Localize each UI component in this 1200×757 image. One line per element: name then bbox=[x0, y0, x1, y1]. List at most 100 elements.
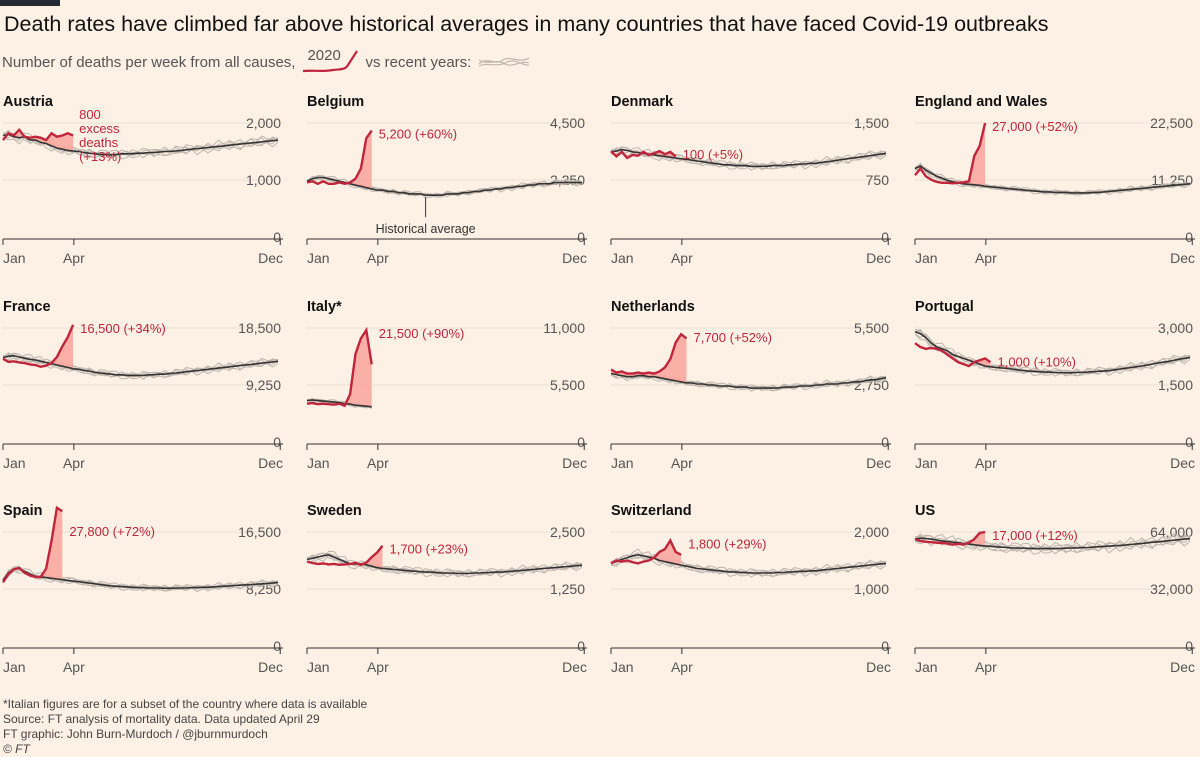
x-tick-label: Jan bbox=[3, 455, 26, 471]
x-tick-label: Dec bbox=[562, 659, 587, 675]
copyright-note: © FT bbox=[3, 742, 30, 756]
subtitle-2020-key: 2020 bbox=[301, 47, 359, 76]
panel-title: Austria bbox=[3, 94, 54, 110]
y-tick-label: 4,500 bbox=[550, 115, 585, 131]
x-tick-label: Jan bbox=[611, 455, 634, 471]
panel-us: US 64,000 32,000 0 Jan Apr Dec 17,000 (+12%) bbox=[914, 503, 1195, 675]
panel-title: Portugal bbox=[915, 299, 974, 315]
excess-annotation: 17,000 (+12%) bbox=[992, 528, 1078, 543]
historical-average-line bbox=[610, 553, 887, 574]
excess-annotation: 5,200 (+60%) bbox=[379, 127, 457, 142]
panel-switzerland: Switzerland 2,000 1,000 0 Jan Apr Dec 1,800 (+2… bbox=[610, 503, 891, 675]
panel-title: US bbox=[915, 503, 935, 519]
x-tick-label: Apr bbox=[671, 659, 693, 675]
y-tick-label: 1,500 bbox=[854, 115, 889, 131]
ft-top-bar bbox=[0, 0, 60, 6]
y-tick-label: 0 bbox=[273, 229, 281, 245]
historical-years-lines bbox=[914, 162, 1191, 196]
panel-italy: Italy* 11,000 5,500 0 Jan Apr Dec 21,500 (+90%) bbox=[306, 299, 587, 471]
x-tick-label: Jan bbox=[307, 659, 330, 675]
y-tick-label: 0 bbox=[881, 434, 889, 450]
excess-annotation: 16,500 (+34%) bbox=[80, 321, 166, 336]
x-tick-label: Dec bbox=[1170, 250, 1195, 266]
historical-year-line bbox=[914, 169, 1191, 196]
subtitle-suffix: vs recent years: bbox=[365, 53, 472, 71]
y-tick-label: 0 bbox=[577, 434, 585, 450]
credit-note: FT graphic: John Burn-Murdoch / @jburnmu… bbox=[3, 727, 268, 741]
y-tick-label: 16,500 bbox=[238, 524, 281, 540]
panel-title: Netherlands bbox=[611, 299, 695, 315]
excess-annotation: 21,500 (+90%) bbox=[379, 326, 465, 341]
historical-year-line bbox=[914, 533, 1191, 555]
x-tick-label: Jan bbox=[611, 659, 634, 675]
x-tick-label: Apr bbox=[63, 455, 85, 471]
x-tick-label: Jan bbox=[307, 250, 330, 266]
y-tick-label: 0 bbox=[1185, 229, 1193, 245]
excess-annotation: 7,700 (+52%) bbox=[693, 330, 771, 345]
excess-annotation: 1,000 (+10%) bbox=[997, 354, 1075, 369]
x-tick-label: Dec bbox=[1170, 455, 1195, 471]
excess-annotation: 27,000 (+52%) bbox=[992, 119, 1078, 134]
panel-title: Sweden bbox=[307, 503, 362, 519]
x-tick-label: Dec bbox=[866, 250, 891, 266]
x-tick-label: Jan bbox=[307, 455, 330, 471]
panel-title: Spain bbox=[3, 503, 42, 519]
x-tick-label: Apr bbox=[671, 250, 693, 266]
excess-deaths-area bbox=[307, 330, 372, 407]
y-tick-label: 0 bbox=[1185, 434, 1193, 450]
line-2020 bbox=[610, 538, 682, 565]
historical-year-line bbox=[610, 146, 887, 170]
y-tick-label: 11,000 bbox=[543, 320, 585, 336]
average-label: Historical average bbox=[376, 222, 476, 236]
x-tick-label: Apr bbox=[975, 455, 997, 471]
y-tick-label: 750 bbox=[866, 172, 890, 188]
x-tick-label: Dec bbox=[562, 250, 587, 266]
x-tick-label: Jan bbox=[915, 659, 938, 675]
excess-annotation: 800 excess deaths (+13%) bbox=[79, 107, 121, 164]
subtitle-prefix: Number of deaths per week from all cause… bbox=[2, 53, 296, 71]
y-tick-label: 0 bbox=[273, 434, 281, 450]
x-tick-label: Dec bbox=[866, 455, 891, 471]
historical-year-line bbox=[306, 175, 583, 199]
x-tick-label: Apr bbox=[975, 250, 997, 266]
historical-year-line bbox=[914, 533, 1191, 553]
y-tick-label: 1,000 bbox=[246, 172, 281, 188]
panel-title: England and Wales bbox=[915, 94, 1047, 110]
legend-history-lines-icon bbox=[478, 57, 530, 67]
footnote: *Italian figures are for a subset of the… bbox=[3, 697, 368, 711]
y-tick-label: 0 bbox=[577, 229, 585, 245]
historical-average-line bbox=[914, 331, 1191, 374]
historical-year-line bbox=[2, 568, 279, 593]
historical-year-line bbox=[306, 398, 372, 409]
y-tick-label: 1,250 bbox=[550, 581, 585, 597]
x-tick-label: Apr bbox=[367, 659, 389, 675]
x-tick-label: Dec bbox=[258, 250, 283, 266]
x-tick-label: Apr bbox=[671, 455, 693, 471]
panel-title: Belgium bbox=[307, 94, 364, 110]
y-tick-label: 0 bbox=[577, 638, 585, 654]
y-tick-label: 22,500 bbox=[1150, 115, 1193, 131]
x-tick-label: Dec bbox=[562, 455, 587, 471]
y-tick-label: 18,500 bbox=[238, 320, 281, 336]
historical-average-line bbox=[610, 148, 887, 168]
historical-average-line bbox=[2, 567, 279, 590]
y-tick-label: 64,000 bbox=[1150, 524, 1193, 540]
excess-deaths-area bbox=[915, 123, 986, 187]
panel-austria: Austria 2,000 1,000 0 Jan Apr Dec 800 excess deat… bbox=[2, 94, 283, 266]
historical-year-line bbox=[2, 353, 279, 380]
x-tick-label: Apr bbox=[63, 250, 85, 266]
panel-title: Italy* bbox=[307, 299, 342, 315]
historical-year-line bbox=[914, 534, 1191, 555]
y-tick-label: 1,000 bbox=[854, 581, 889, 597]
excess-annotation: 1,700 (+23%) bbox=[389, 542, 467, 557]
x-tick-label: Dec bbox=[1170, 659, 1195, 675]
historical-average-line bbox=[610, 372, 887, 389]
y-tick-label: 2,000 bbox=[854, 524, 889, 540]
line-2020 bbox=[610, 332, 688, 375]
chart-title: Death rates have climbed far above histo… bbox=[4, 12, 1049, 36]
